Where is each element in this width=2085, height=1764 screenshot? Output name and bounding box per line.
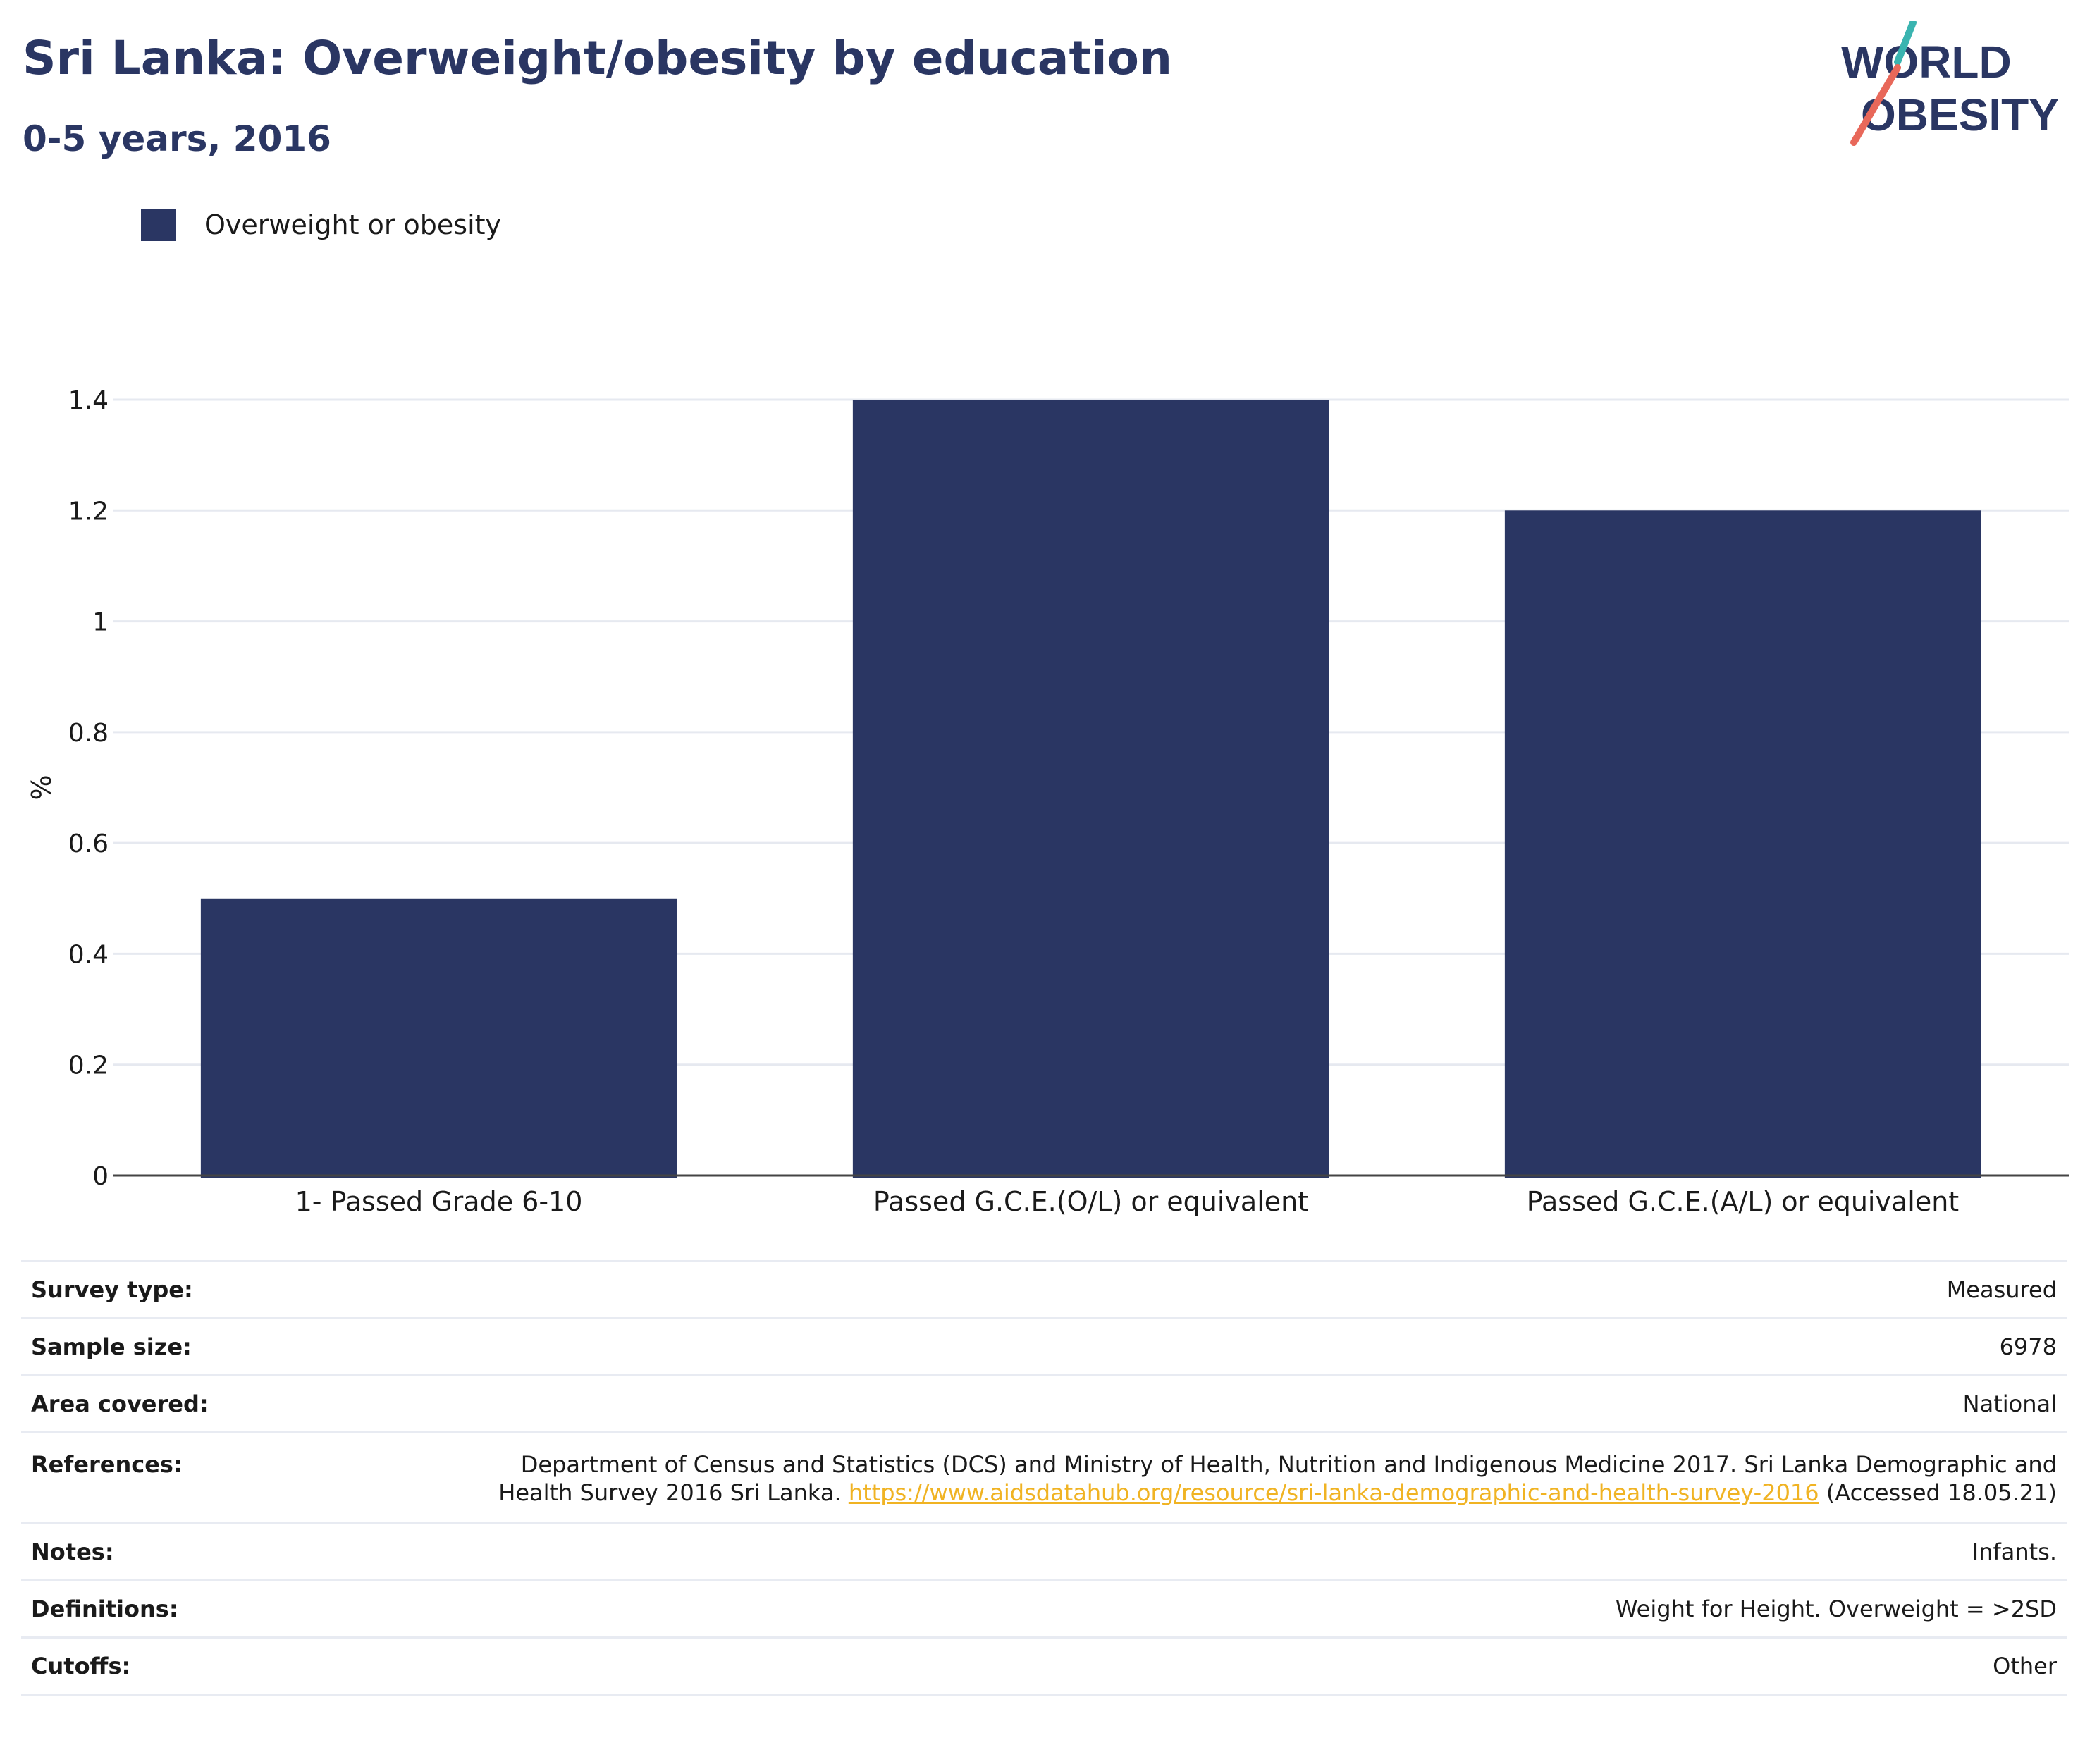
y-tick-label: 1.2: [68, 497, 109, 526]
row-definitions: Definitions: Weight for Height. Overweig…: [21, 1580, 2067, 1638]
references-accessed: (Accessed 18.05.21): [1819, 1479, 2057, 1506]
cutoffs-label: Cutoffs:: [31, 1653, 131, 1679]
x-tick-label: 1- Passed Grade 6-10: [295, 1186, 583, 1217]
bar: [852, 400, 1329, 1178]
y-tick-label: 0.4: [68, 940, 109, 969]
legend-label: Overweight or obesity: [204, 209, 502, 240]
references-label: References:: [31, 1451, 183, 1478]
page-subtitle: 0-5 years, 2016: [23, 118, 331, 159]
y-axis-title: %: [26, 775, 57, 800]
y-tick-label: 1.4: [68, 386, 109, 415]
references-value: Department of Census and Statistics (DCS…: [436, 1433, 2067, 1524]
svg-text:WORLD: WORLD: [1841, 37, 2012, 87]
definitions-label: Definitions:: [31, 1596, 178, 1622]
bar-chart: 0 0.2 0.4 0.6 0.8 1 1.2 1.4% 1- Passed Grade 6-1…: [26, 386, 2069, 1217]
definitions-value: Weight for Height. Overweight = >2SD: [1615, 1596, 2057, 1622]
bar: [1504, 510, 1981, 1178]
survey-details-table: Survey type: Measured Sample size: 6978 …: [21, 1260, 2067, 1696]
y-tick-label: 1: [92, 608, 109, 637]
sample-size-value: 6978: [1999, 1333, 2057, 1360]
references-link[interactable]: https://www.aidsdatahub.org/resource/sri…: [848, 1479, 1819, 1506]
y-tick-label: 0.2: [68, 1051, 109, 1080]
chart-legend: Overweight or obesity: [141, 209, 501, 241]
row-area-covered: Area covered: National: [21, 1375, 2067, 1433]
y-tick-label: 0.8: [68, 719, 109, 748]
survey-type-value: Measured: [1946, 1276, 2057, 1303]
area-covered-label: Area covered:: [31, 1390, 209, 1417]
area-covered-value: National: [1962, 1390, 2057, 1417]
x-tick-label: Passed G.C.E.(O/L) or equivalent: [873, 1186, 1308, 1217]
x-tick-label: Passed G.C.E.(A/L) or equivalent: [1527, 1186, 1959, 1217]
cutoffs-value: Other: [1993, 1653, 2057, 1679]
y-tick-label: 0.6: [68, 829, 109, 858]
notes-label: Notes:: [31, 1538, 114, 1565]
legend-swatch: [141, 209, 176, 241]
row-sample-size: Sample size: 6978: [21, 1318, 2067, 1376]
svg-text:OBESITY: OBESITY: [1861, 90, 2059, 140]
row-survey-type: Survey type: Measured: [21, 1261, 2067, 1319]
notes-value: Infants.: [1972, 1538, 2057, 1565]
world-obesity-logo: WORLD OBESITY: [1841, 21, 2059, 146]
y-tick-label: 0: [92, 1162, 109, 1191]
references-text: Department of Census and Statistics (DCS…: [498, 1451, 2057, 1506]
row-references: References: Department of Census and Sta…: [21, 1432, 2067, 1524]
bar: [200, 898, 677, 1178]
page-title: Sri Lanka: Overweight/obesity by educati…: [23, 31, 1172, 85]
row-cutoffs: Cutoffs: Other: [21, 1637, 2067, 1695]
row-notes: Notes: Infants.: [21, 1523, 2067, 1581]
survey-type-label: Survey type:: [31, 1276, 193, 1303]
sample-size-label: Sample size:: [31, 1333, 192, 1360]
